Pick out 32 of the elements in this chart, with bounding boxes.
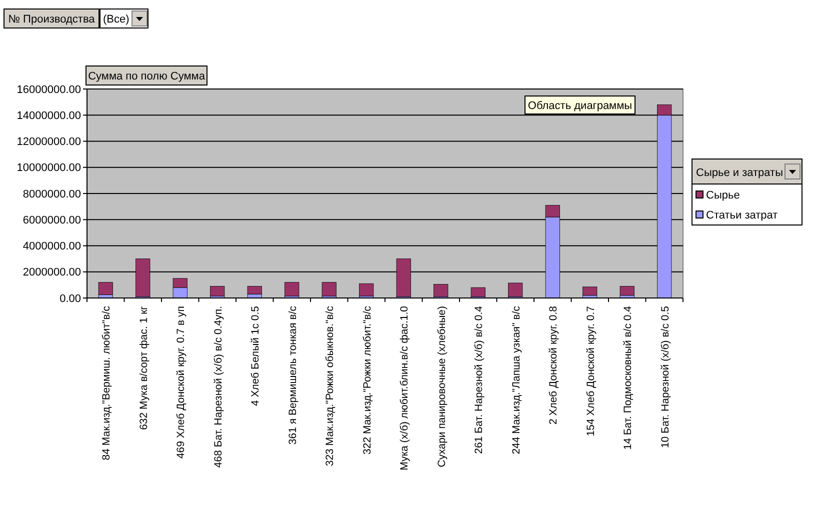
y-axis-title: Сумма по полю Сумма — [88, 70, 206, 82]
x-tick-label: Мука (х/б) любит.блин.в/с фас.1.0 — [398, 306, 411, 470]
text: № Производства — [8, 14, 96, 26]
x-tick-label: 154 Хлеб Донской круг. 0.7 — [584, 306, 597, 436]
x-tick-label: 469 Хлеб Донской круг. 0.7 в уп — [175, 306, 188, 459]
y-tick-label: 12000000.00 — [16, 136, 81, 148]
x-tick-label: 4 Хлеб Белый 1с 0.5 — [250, 306, 262, 406]
y-tick-label: 2000000.00 — [22, 266, 81, 279]
text: (Все) — [103, 14, 130, 26]
x-tick-label: 322 Мак.изд."Рожки любит."в/с — [361, 306, 374, 454]
x-tick-label: 632 Мука в/сорт фас. 1 кг — [138, 306, 150, 430]
x-tick-label: 261 Бат. Нарезной (х/б) в/с 0.4 — [473, 306, 486, 454]
x-tick-label: 14 Бат. Подмосковный в/с 0.4 — [622, 306, 634, 450]
y-tick-label: 10000000.00 — [16, 162, 81, 174]
x-tick-label: 10 Бат. Нарезной (х/б) в/с 0.5 — [659, 306, 672, 448]
y-tick-label: 4000000.00 — [22, 240, 81, 253]
y-tick-label: 8000000.00 — [22, 188, 81, 200]
y-tick-label: 16000000.00 — [16, 84, 81, 96]
legend-label: Статьи затрат — [706, 210, 778, 222]
x-tick-label: 244 Мак.изд."Лапша узкая" в/с — [510, 306, 522, 454]
y-tick-label: 6000000.00 — [22, 214, 81, 226]
y-tick-label: 0.00 — [60, 292, 81, 305]
x-tick-label: Сухари панировочные (хлебные) — [436, 306, 448, 468]
x-tick-label: 84 Мак.изд."Вермиш. любит"в/с — [100, 306, 113, 460]
legend-title: Сырье и затраты — [696, 167, 784, 179]
annotation: Область диаграммы — [528, 100, 632, 112]
x-tick-label: 2 Хлеб Донской круг. 0.8 — [548, 306, 560, 425]
x-tick-label: 361 я Вермишель тонкая в/с — [286, 306, 299, 445]
legend-label: Сырье — [706, 190, 740, 202]
x-tick-label: 323 Мак.изд."Рожки обыкнов."в/с — [324, 306, 336, 466]
y-tick-label: 14000000.00 — [16, 110, 81, 122]
x-tick-label: 468 Бат. Нарезной (х/б) в/с 0.4уп. — [212, 306, 224, 468]
